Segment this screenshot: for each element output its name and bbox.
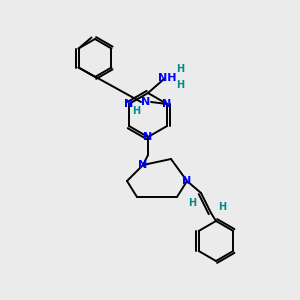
Text: N: N (141, 97, 151, 107)
Text: H: H (188, 198, 196, 208)
Text: H: H (132, 106, 140, 116)
Text: N: N (124, 99, 134, 109)
Text: N: N (138, 160, 148, 170)
Text: NH: NH (158, 73, 176, 83)
Text: H: H (176, 80, 184, 90)
Text: N: N (143, 132, 153, 142)
Text: N: N (182, 176, 192, 186)
Text: H: H (218, 202, 226, 212)
Text: N: N (162, 99, 172, 109)
Text: H: H (176, 64, 184, 74)
